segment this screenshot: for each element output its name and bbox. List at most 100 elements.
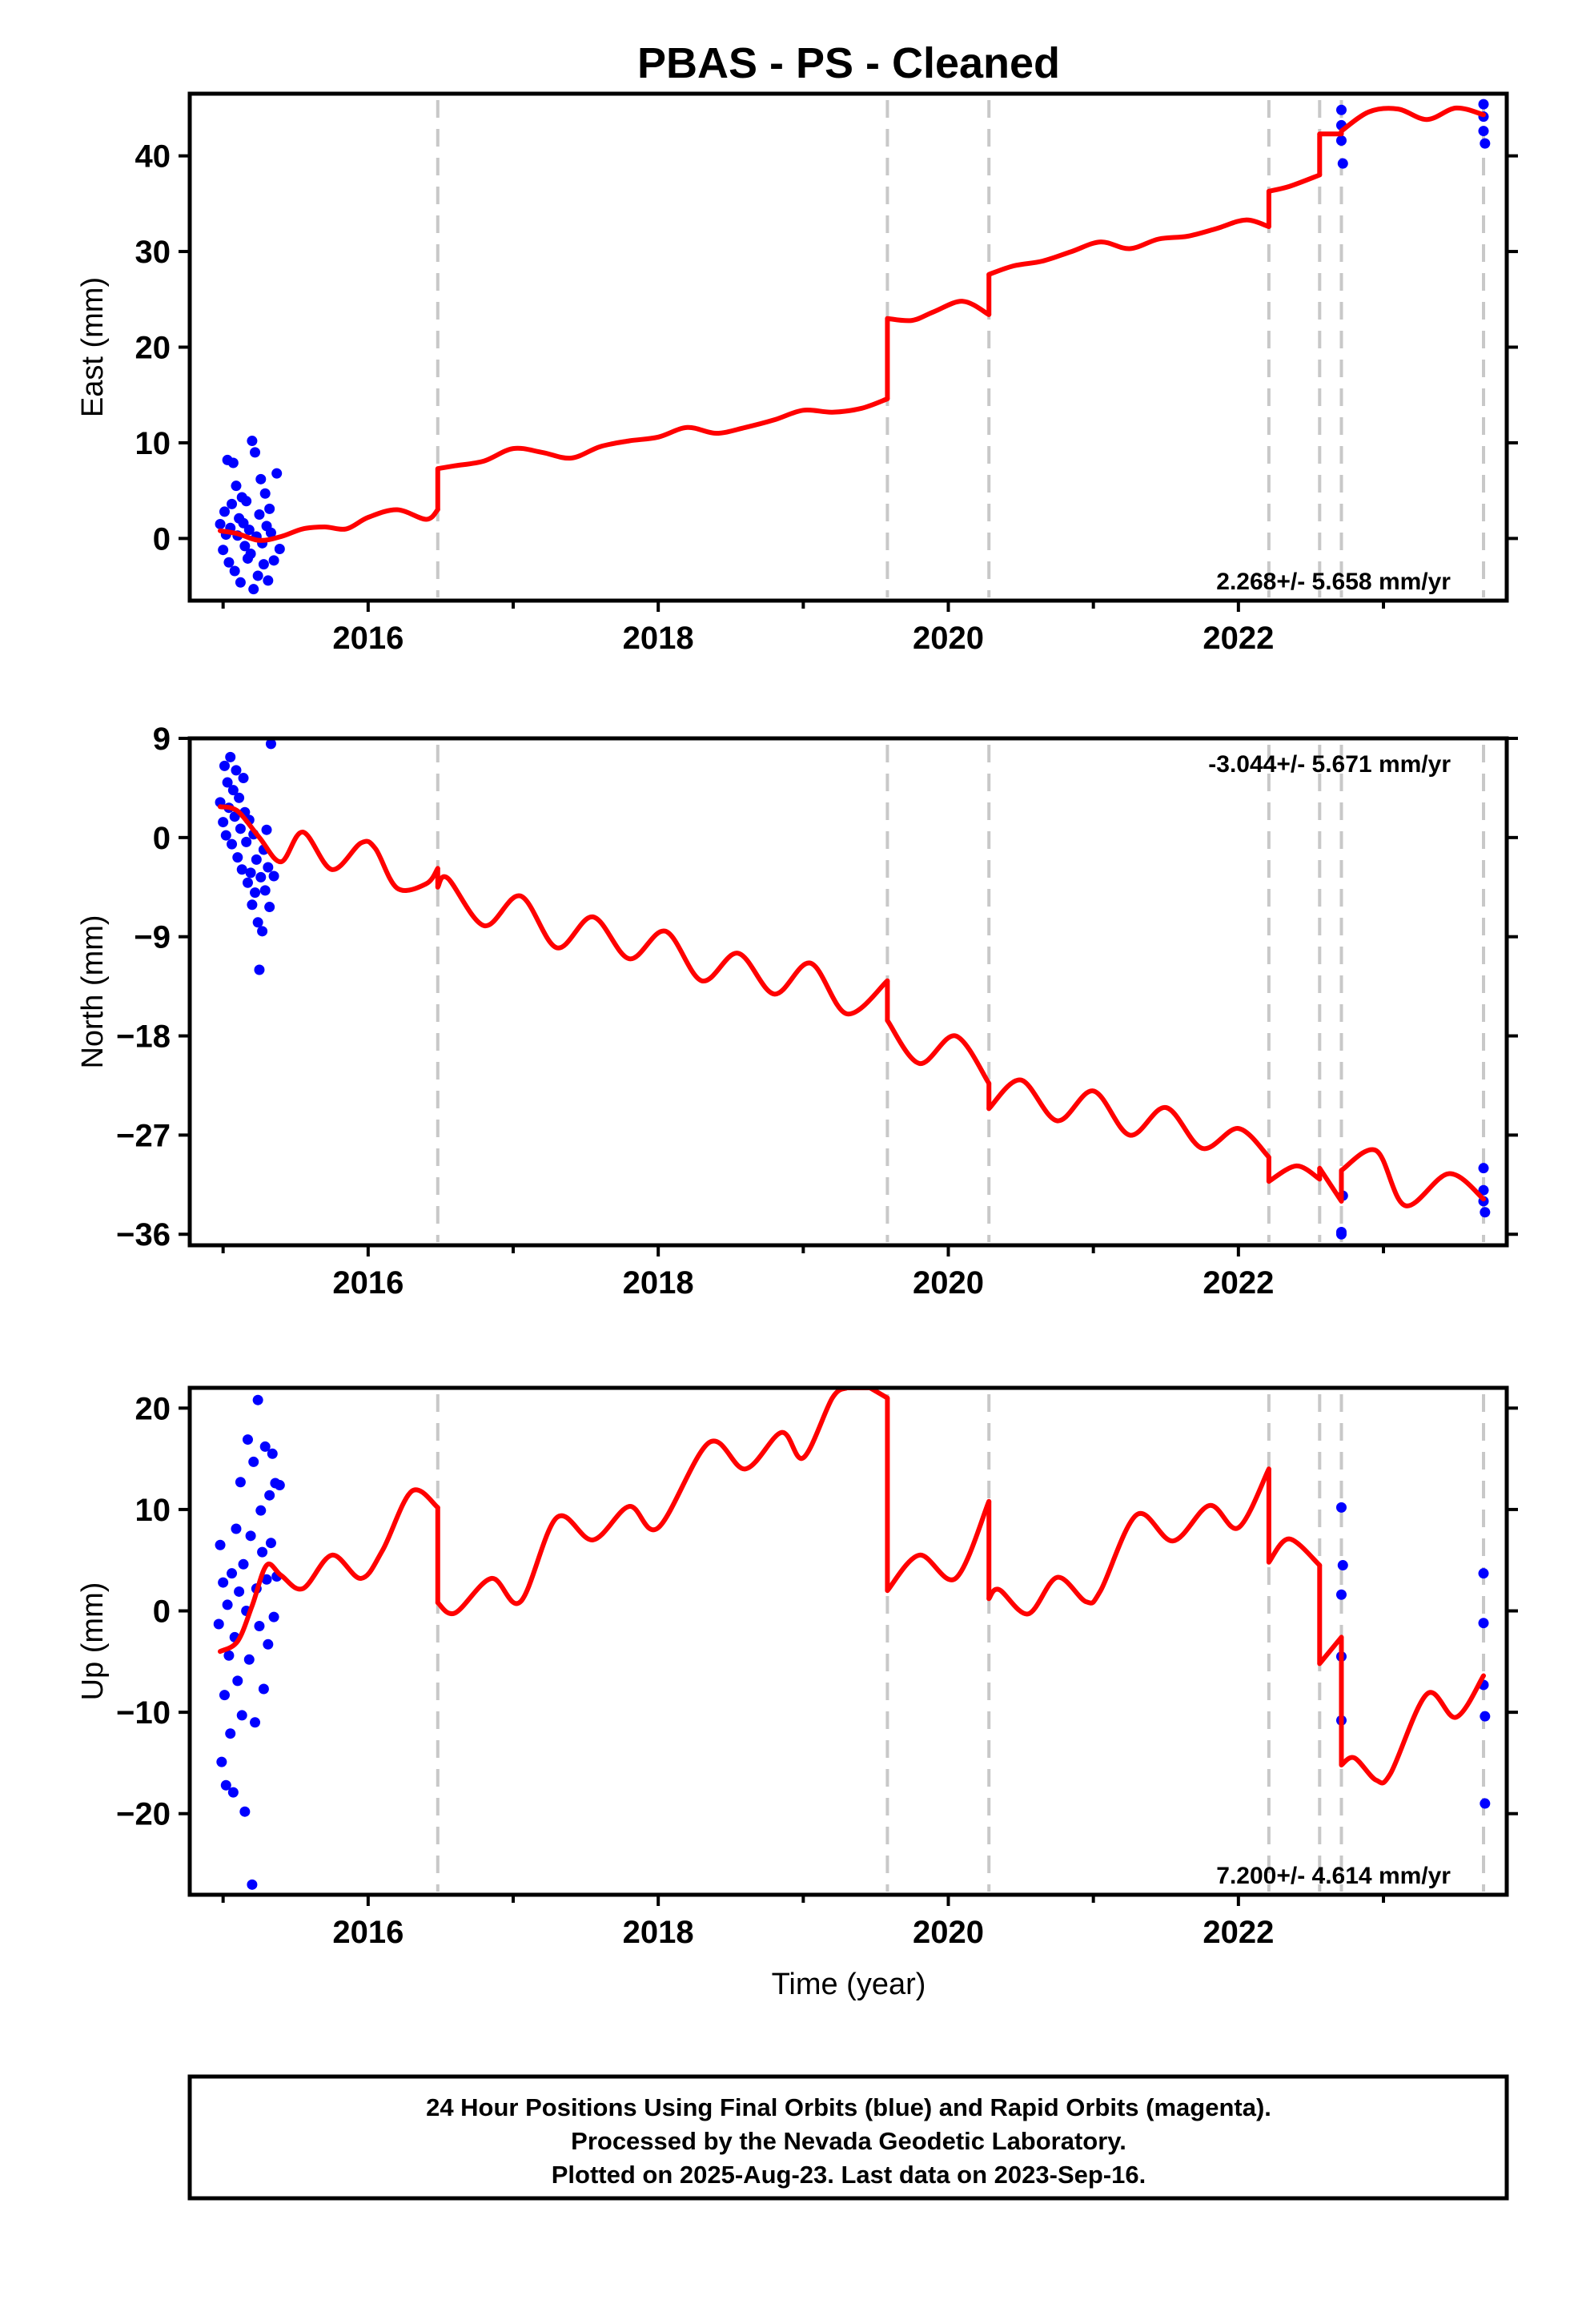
observed-point: [1478, 1618, 1489, 1629]
east-observed-points: [215, 99, 1491, 595]
model-segment: [1266, 172, 1323, 194]
y-tick-label: 9: [153, 722, 171, 757]
observed-point: [1337, 1560, 1348, 1571]
observed-point: [248, 1456, 259, 1467]
observed-point: [239, 1806, 251, 1817]
observed-point: [245, 1530, 256, 1542]
observed-point: [238, 1558, 249, 1570]
observed-point: [257, 926, 268, 937]
time-axis-label: Time (year): [772, 1968, 926, 2001]
observed-point: [235, 577, 246, 588]
observed-point: [247, 1879, 258, 1890]
observed-point: [245, 548, 256, 559]
model-segment: [1339, 1673, 1486, 1786]
observed-point: [255, 1505, 267, 1516]
north-y-axis-label: North (mm): [76, 915, 110, 1068]
observed-point: [1335, 104, 1347, 115]
observed-point: [231, 765, 242, 776]
observed-point: [220, 1779, 231, 1791]
observed-point: [254, 964, 265, 975]
observed-point: [242, 877, 253, 888]
model-segment: [1317, 1165, 1344, 1204]
model-segment: [218, 804, 440, 893]
observed-point: [263, 862, 274, 873]
observed-point: [250, 1717, 261, 1728]
north-frame: [187, 736, 1509, 1248]
observed-point: [223, 1650, 235, 1661]
x-tick-label: 2018: [623, 1265, 694, 1301]
observed-point: [1335, 135, 1347, 147]
observed-point: [251, 854, 262, 865]
model-segment: [1339, 1147, 1486, 1208]
x-tick-label: 2016: [332, 1265, 404, 1301]
observed-point: [1478, 1568, 1489, 1579]
y-tick-label: −20: [116, 1797, 171, 1832]
footer-line-2: Processed by the Nevada Geodetic Laborat…: [571, 2127, 1126, 2155]
observed-point: [231, 1523, 242, 1534]
observed-point: [229, 811, 240, 822]
north-rate-label: -3.044+/- 5.671 mm/yr: [1208, 751, 1451, 778]
model-segment: [885, 299, 992, 324]
y-tick-label: 0: [153, 1594, 171, 1630]
observed-point: [254, 1621, 265, 1632]
observed-point: [243, 1654, 255, 1665]
observed-point: [227, 838, 238, 850]
observed-point: [265, 738, 276, 750]
model-segment: [1266, 1163, 1323, 1184]
north-observed-points: [215, 738, 1491, 1240]
y-tick-label: 0: [153, 821, 171, 856]
model-segment: [218, 507, 440, 543]
model-segment: [435, 1388, 849, 1617]
x-tick-label: 2022: [1203, 1265, 1274, 1301]
up-model: [218, 1388, 1486, 1786]
y-tick-label: 10: [135, 426, 171, 461]
x-tick-label: 2016: [332, 621, 404, 656]
observed-point: [265, 1538, 276, 1549]
observed-point: [227, 1568, 238, 1579]
east-model: [218, 105, 1486, 543]
observed-point: [227, 457, 239, 468]
observed-point: [261, 1574, 272, 1585]
up-observed-points: [213, 1394, 1491, 1890]
north-panel: 9 0 −9 −18 −27 −36 2016 2018 2020 2022 North (mm) -…: [76, 722, 1518, 1301]
observed-point: [274, 1480, 285, 1491]
observed-point: [255, 473, 267, 485]
observed-point: [234, 1586, 245, 1597]
y-tick-label: 20: [135, 1391, 171, 1426]
north-model: [218, 804, 1486, 1208]
observed-point: [255, 871, 267, 883]
y-tick-label: −36: [116, 1217, 171, 1252]
observed-point: [259, 1441, 271, 1452]
observed-point: [259, 488, 271, 499]
footer-frame: [187, 2074, 1509, 2201]
y-tick-label: 20: [135, 331, 171, 366]
model-segment: [986, 1466, 1271, 1617]
observed-point: [252, 1394, 263, 1405]
observed-point: [1478, 126, 1489, 137]
x-tick-label: 2022: [1203, 621, 1274, 656]
observed-point: [1478, 1163, 1489, 1174]
y-tick-label: −9: [134, 920, 171, 955]
observed-point: [231, 480, 242, 492]
east-frame: [187, 91, 1509, 603]
observed-point: [1335, 1589, 1347, 1600]
observed-point: [263, 1638, 274, 1650]
east-y-axis-label: East (mm): [76, 277, 110, 417]
up-rate-label: 7.200+/- 4.614 mm/yr: [1216, 1863, 1451, 1889]
observed-point: [232, 1675, 243, 1687]
observed-point: [236, 1710, 247, 1721]
observed-point: [1335, 1226, 1347, 1237]
model-segment: [435, 874, 890, 1017]
observed-point: [220, 830, 231, 841]
y-tick-label: 0: [153, 521, 171, 557]
observed-point: [252, 570, 263, 581]
observed-point: [258, 1683, 269, 1695]
x-tick-label: 2018: [623, 1915, 694, 1950]
observed-point: [218, 1577, 229, 1588]
observed-point: [213, 1618, 224, 1630]
observed-point: [268, 1611, 279, 1622]
observed-point: [219, 1690, 230, 1701]
observed-point: [245, 867, 256, 879]
model-segment: [986, 1077, 1271, 1160]
